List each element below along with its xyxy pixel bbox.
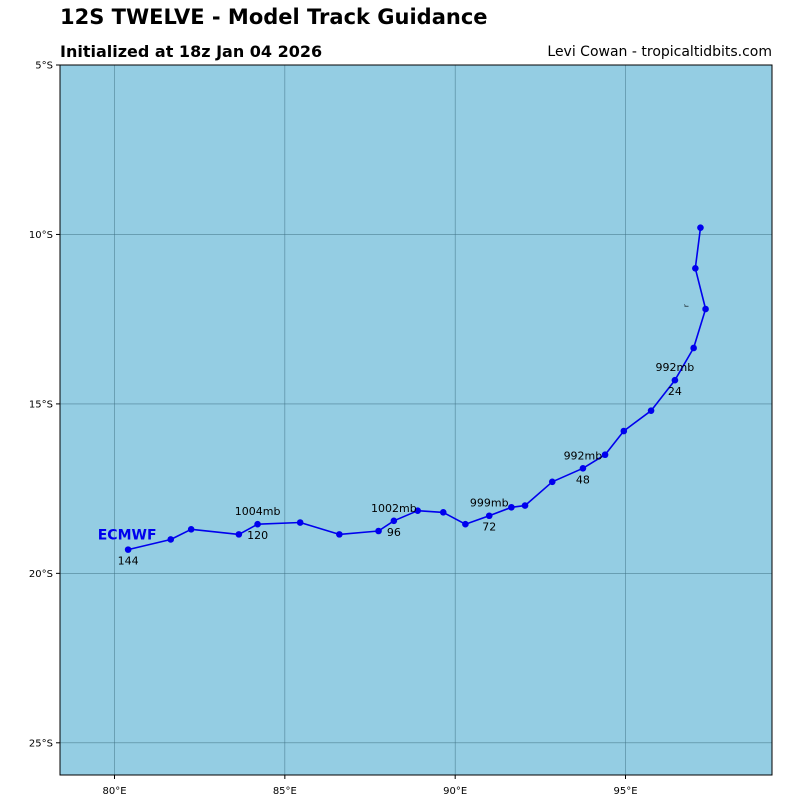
forecast-hour-label: 72 [482,521,496,534]
map-frame [59,64,773,776]
pressure-label: 1002mb [371,502,417,515]
model-name-label: ECMWF [98,528,157,544]
track-point [690,344,697,352]
track-point [548,478,556,486]
x-tick-label: 95°E [613,786,637,797]
pressure-label: 992mb [656,361,695,374]
track-point [390,517,398,525]
track-point [697,224,704,231]
track-point [508,503,515,511]
pressure-label: 1004mb [235,505,281,518]
forecast-hour-label: 144 [118,555,139,568]
track-point [485,512,493,520]
pressure-label: 999mb [470,497,509,510]
track-point [462,520,469,528]
y-tick-label: 25°S [29,738,53,749]
y-tick-label: 15°S [29,399,53,410]
init-time-subtitle: Initialized at 18z Jan 04 2026 [60,42,323,61]
axis-ticks: 80°E 85°E 90°E 95°E 5°S 10°S 15°S 20°S 25°S [29,61,638,798]
track-point [647,407,655,414]
forecast-hour-label: 48 [576,473,590,486]
track-point [579,464,587,472]
track-point [375,527,382,535]
x-tick-label: 80°E [102,786,126,797]
track-point [620,427,628,435]
track-point [296,519,304,526]
track-point [702,305,709,313]
track-point [439,509,447,516]
x-tick-label: 90°E [443,786,467,797]
track-annotation: r [683,304,691,307]
x-tick-label: 85°E [273,786,297,797]
track-point [336,531,343,538]
ocean-background [60,65,772,775]
chart-title: 12S TWELVE - Model Track Guidance [60,5,488,29]
track-point [124,546,132,553]
track-point [235,531,243,538]
model-tracks: 24 48 72 96 120 144 992mb 992mb 999mb 1002mb 1004m… [98,224,709,568]
track-point [414,507,422,514]
track-point [521,502,529,509]
y-tick-label: 20°S [29,569,53,580]
forecast-hour-label: 24 [668,385,682,398]
credit-text: Levi Cowan - tropicaltidbits.com [547,44,772,60]
track-point [254,520,261,528]
forecast-hour-label: 96 [387,526,401,539]
track-point [601,451,609,459]
track-point [167,536,175,543]
y-tick-label: 5°S [35,61,53,72]
track-ecmwf: 24 48 72 96 120 144 992mb 992mb 999mb 1002mb 1004m… [98,224,709,568]
forecast-hour-label: 120 [247,529,268,542]
track-point [671,376,679,384]
track-point [692,265,699,272]
y-tick-label: 10°S [29,230,53,241]
track-point [187,525,195,533]
pressure-label: 992mb [564,449,603,462]
